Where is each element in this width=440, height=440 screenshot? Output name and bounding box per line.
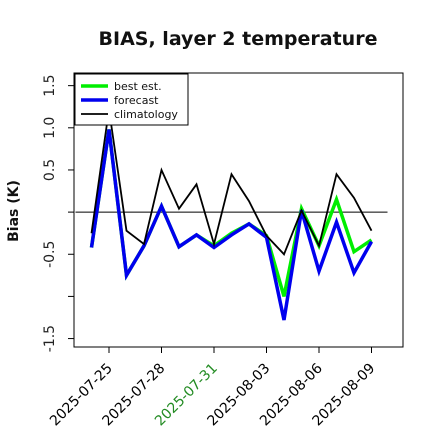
series-line-climatology (90, 109, 373, 256)
series-line-best-est (89, 129, 373, 297)
legend-label-climatology: climatology (114, 108, 178, 121)
y-tick-label: 0.5 (42, 159, 58, 181)
chart-title: BIAS, layer 2 temperature (99, 28, 378, 50)
y-tick-label: 1.0 (42, 117, 58, 139)
y-tick-label: 1.5 (42, 75, 58, 97)
legend-label-forecast: forecast (114, 94, 159, 107)
y-tick-label: -0.5 (42, 241, 58, 268)
legend-label-best-est: best est. (114, 80, 162, 93)
y-axis-label: Bias (K) (6, 180, 22, 242)
y-tick-label: -1.5 (42, 325, 58, 352)
series-line-forecast (89, 129, 374, 321)
plot-frame (73, 72, 404, 348)
